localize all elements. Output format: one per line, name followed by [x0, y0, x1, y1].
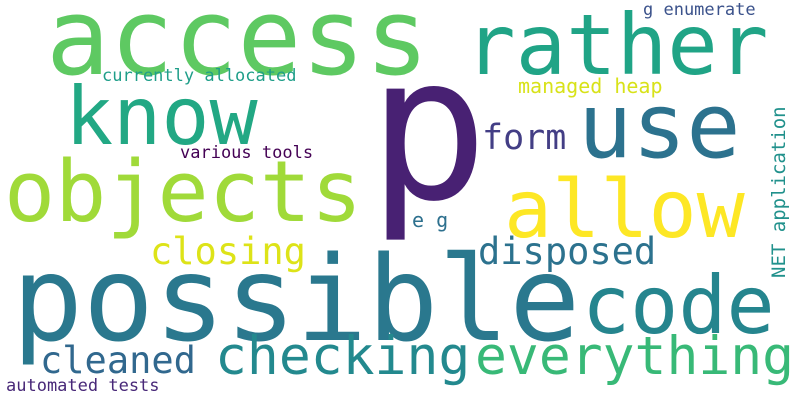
- word-g-enumerate: g enumerate: [643, 0, 756, 20]
- word-cleaned: cleaned: [40, 339, 196, 382]
- word-form: form: [482, 118, 567, 158]
- word-code: code: [582, 259, 775, 352]
- word-p: p: [368, 13, 489, 246]
- word-disposed: disposed: [478, 230, 657, 273]
- word-net-application: NET application: [768, 106, 790, 278]
- word-use: use: [578, 74, 741, 179]
- word-allow: allow: [504, 163, 745, 256]
- word-various-tools: various tools: [180, 143, 314, 163]
- word-automated-tests: automated tests: [6, 376, 160, 396]
- word-closing: closing: [150, 230, 306, 273]
- word-rather: rather: [465, 0, 769, 94]
- word-objects: objects: [4, 143, 363, 242]
- word-know: know: [65, 70, 258, 163]
- word-managed-heap: managed heap: [518, 74, 663, 98]
- word-checking: checking: [215, 326, 471, 387]
- word-currently-allocated: currently allocated: [102, 66, 297, 86]
- word-access: access: [46, 0, 429, 99]
- word-everything: everything: [475, 326, 795, 387]
- word-e-g: e g: [412, 208, 449, 232]
- word-possible: possible: [12, 230, 581, 368]
